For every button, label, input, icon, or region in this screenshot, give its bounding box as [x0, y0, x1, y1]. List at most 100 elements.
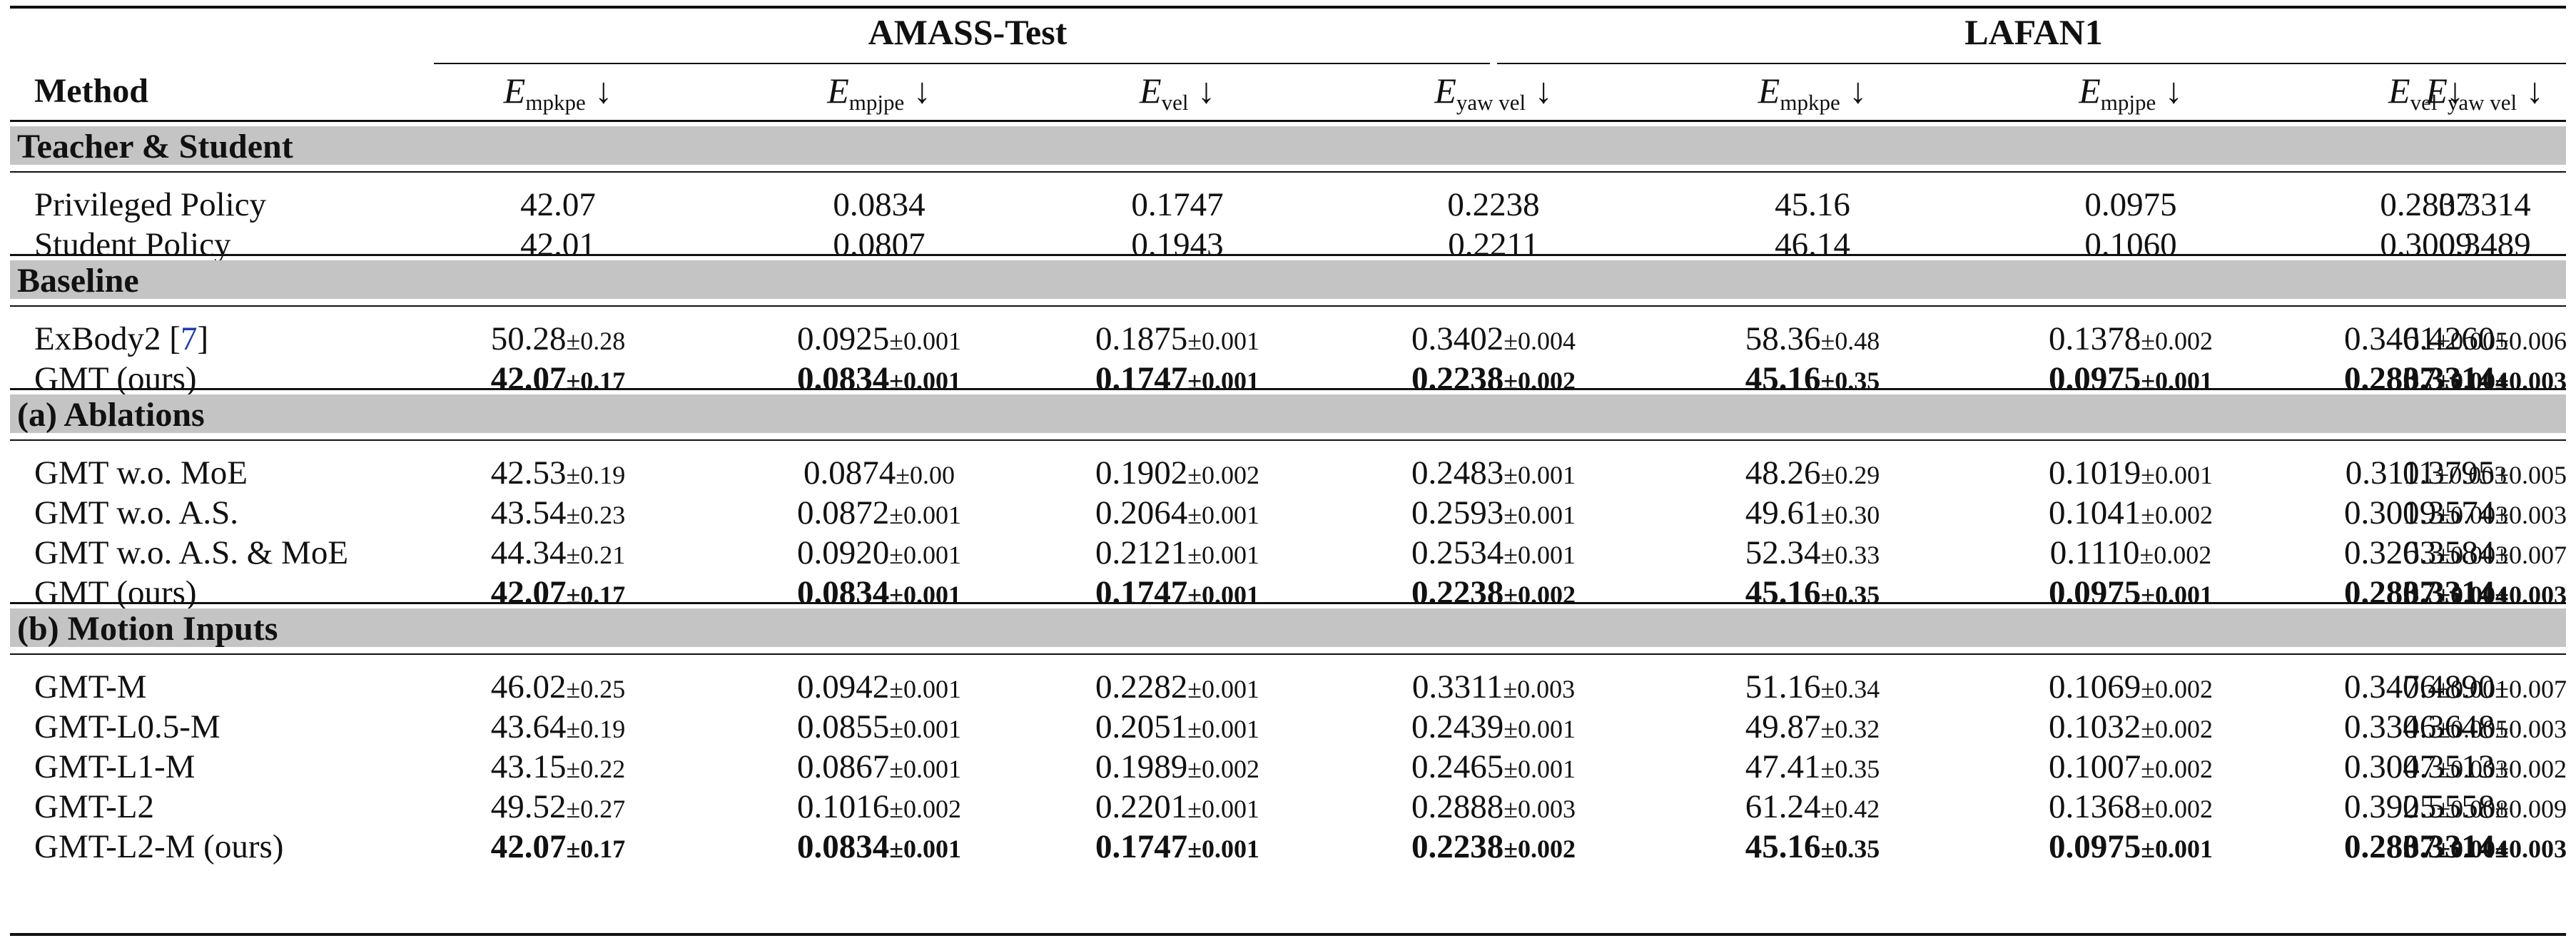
value-cell: 49.52±0.27 — [490, 788, 626, 825]
value-cell: 0.1019±0.001 — [2048, 454, 2214, 491]
value-cell: 0.0925±0.001 — [796, 320, 962, 357]
value-cell: 0.0975 — [2084, 186, 2177, 223]
value-cell: 0.3402±0.004 — [1411, 320, 1576, 357]
value-cell: 0.1378±0.002 — [2048, 320, 2214, 357]
section-band-3 — [10, 608, 2566, 647]
value-cell: 0.4260±0.006 — [2402, 320, 2567, 357]
method-cell: GMT w.o. A.S. & MoE — [34, 534, 349, 571]
method-header: Method — [34, 72, 148, 110]
value-cell: 45.16±0.35 — [1745, 828, 1880, 865]
value-cell: 52.34±0.33 — [1745, 534, 1880, 571]
value-cell: 0.3314±0.003 — [2402, 828, 2567, 865]
value-cell: 0.1747±0.001 — [1095, 360, 1260, 397]
value-cell: 0.3314±0.003 — [2402, 360, 2567, 397]
value-cell: 46.02±0.25 — [490, 668, 626, 705]
value-cell: 0.2534±0.001 — [1411, 534, 1576, 571]
method-cell: GMT-L2 — [34, 788, 154, 825]
metric-header-3: Eyaw vel ↓ — [1434, 71, 1553, 115]
value-cell: 0.3314±0.003 — [2402, 574, 2567, 611]
method-cell: ExBody2 [7] — [34, 320, 209, 357]
value-cell: 0.2837±0.004 — [2343, 828, 2509, 865]
value-cell: 0.4890±0.007 — [2402, 668, 2567, 705]
section-title-1: Baseline — [17, 262, 139, 300]
value-cell: 0.2238 — [1447, 186, 1540, 223]
value-cell: 42.07±0.17 — [490, 360, 626, 397]
value-cell: 0.3461±0.005 — [2343, 320, 2509, 357]
value-cell: 0.0855±0.001 — [796, 708, 962, 745]
value-cell: 0.2064±0.001 — [1095, 494, 1260, 531]
value-cell: 45.16±0.35 — [1745, 360, 1880, 397]
value-cell: 44.34±0.21 — [490, 534, 626, 571]
value-cell: 0.3574±0.003 — [2402, 494, 2567, 531]
value-cell: 0.2593±0.001 — [1411, 494, 1576, 531]
value-cell: 43.15±0.22 — [490, 748, 626, 785]
value-cell: 0.1902±0.002 — [1095, 454, 1260, 491]
value-cell: 0.3263±0.003 — [2343, 534, 2509, 571]
value-cell: 43.54±0.23 — [490, 494, 626, 531]
value-cell: 0.1875±0.001 — [1095, 320, 1260, 357]
value-cell: 43.64±0.19 — [490, 708, 626, 745]
method-cell: GMT-L0.5-M — [34, 708, 220, 745]
value-cell: 0.2439±0.001 — [1411, 708, 1576, 745]
metric-header-4: Empkpe ↓ — [1758, 71, 1867, 115]
method-cell: GMT-L1-M — [34, 748, 196, 785]
value-cell: 0.0807 — [833, 226, 926, 263]
value-cell: 0.2201±0.001 — [1095, 788, 1260, 825]
top-rule — [10, 6, 2566, 9]
value-cell: 0.0942±0.001 — [796, 668, 962, 705]
value-cell: 58.36±0.48 — [1745, 320, 1880, 357]
value-cell: 0.1747 — [1131, 186, 1224, 223]
method-cell: Student Policy — [34, 226, 231, 263]
bottom-rule — [10, 933, 2566, 936]
value-cell: 61.24±0.42 — [1745, 788, 1880, 825]
value-cell: 0.0867±0.001 — [796, 748, 962, 785]
section-band-2 — [10, 394, 2566, 433]
method-cell: GMT w.o. A.S. — [34, 494, 238, 531]
value-cell: 42.01 — [520, 226, 596, 263]
value-cell: 0.1069±0.002 — [2048, 668, 2214, 705]
value-cell: 0.1032±0.002 — [2048, 708, 2214, 745]
value-cell: 0.1007±0.002 — [2048, 748, 2214, 785]
method-cell: GMT-L2-M (ours) — [34, 828, 284, 865]
value-cell: 45.16 — [1775, 186, 1850, 223]
value-cell: 0.3476±0.001 — [2343, 668, 2509, 705]
metric-header-2: Evel ↓ — [1140, 71, 1215, 115]
value-cell: 0.2051±0.001 — [1095, 708, 1260, 745]
value-cell: 0.0834 — [833, 186, 926, 223]
value-cell: 51.16±0.34 — [1745, 668, 1880, 705]
value-cell: 0.2888±0.003 — [1411, 788, 1576, 825]
section-band-1 — [10, 260, 2566, 299]
value-cell: 0.3489 — [2438, 226, 2531, 263]
section-rule-top-1 — [10, 254, 2566, 256]
value-cell: 0.1989±0.002 — [1095, 748, 1260, 785]
section-title-0: Teacher & Student — [17, 128, 293, 165]
value-cell: 0.2121±0.001 — [1095, 534, 1260, 571]
value-cell: 0.2483±0.001 — [1411, 454, 1576, 491]
value-cell: 45.16±0.35 — [1745, 574, 1880, 611]
value-cell: 0.3314 — [2438, 186, 2531, 223]
value-cell: 0.3925±0.008 — [2343, 788, 2509, 825]
value-cell: 42.53±0.19 — [490, 454, 626, 491]
citation-link[interactable]: 7 — [180, 320, 198, 357]
group-rule-amass — [434, 63, 1490, 64]
value-cell: 0.1747±0.001 — [1095, 574, 1260, 611]
metric-header-0: Empkpe ↓ — [503, 71, 613, 115]
section-rule-bottom-3 — [10, 653, 2566, 655]
method-cell: Privileged Policy — [34, 186, 267, 223]
value-cell: 0.1016±0.002 — [796, 788, 962, 825]
value-cell: 0.1368±0.002 — [2048, 788, 2214, 825]
value-cell: 42.07 — [520, 186, 596, 223]
value-cell: 50.28±0.28 — [490, 320, 626, 357]
value-cell: 0.0874±0.00 — [803, 454, 955, 491]
value-cell: 0.0872±0.001 — [796, 494, 962, 531]
section-band-0 — [10, 126, 2566, 165]
value-cell: 0.2465±0.001 — [1411, 748, 1576, 785]
value-cell: 0.0834±0.001 — [796, 828, 962, 865]
value-cell: 0.3795±0.005 — [2402, 454, 2567, 491]
value-cell: 0.3513±0.002 — [2402, 748, 2567, 785]
section-rule-top-2 — [10, 388, 2566, 390]
value-cell: 48.26±0.29 — [1745, 454, 1880, 491]
metric-header-5: Empjpe ↓ — [2079, 71, 2183, 115]
value-cell: 49.61±0.30 — [1745, 494, 1880, 531]
metric-header-7: Eyaw vel ↓ — [2425, 71, 2544, 115]
